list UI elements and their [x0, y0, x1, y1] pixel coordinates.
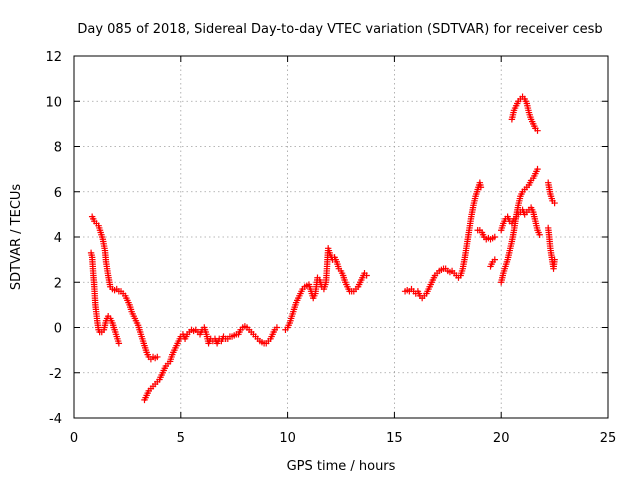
data-point [534, 127, 541, 134]
grid-layer [74, 56, 608, 418]
data-point [363, 272, 370, 279]
x-tick-label: 0 [70, 431, 78, 446]
y-tick-label: 10 [45, 95, 62, 110]
y-tick-label: 6 [54, 186, 62, 201]
x-tick-label: 5 [177, 431, 185, 446]
data-point [154, 353, 161, 361]
plot-frame [73, 55, 609, 419]
data-point [551, 199, 558, 207]
data-point [491, 233, 498, 241]
y-tick-label: 12 [45, 50, 62, 65]
x-tick-label: 25 [600, 431, 617, 446]
data-point [115, 340, 123, 347]
chart-title: Day 085 of 2018, Sidereal Day-to-day VTE… [77, 22, 602, 37]
data-point [551, 256, 558, 263]
y-axis-title: SDTVAR / TECUs [9, 184, 24, 291]
data-point [534, 165, 541, 173]
y-tick-label: -4 [49, 412, 62, 427]
x-tick-label: 10 [279, 431, 296, 446]
data-point [491, 256, 498, 263]
tick-layer: 0 5 10 15 20 25 -4 -2 0 2 4 6 8 10 12 [45, 50, 616, 446]
x-tick-label: 15 [386, 431, 403, 446]
y-tick-label: 2 [54, 276, 62, 291]
y-tick-label: -2 [49, 367, 62, 382]
data-point [477, 184, 485, 191]
x-tick-label: 20 [493, 431, 510, 446]
y-tick-label: 8 [54, 141, 62, 156]
y-tick-label: 0 [54, 322, 62, 337]
data-point [536, 231, 543, 238]
data-point [273, 324, 281, 331]
x-axis-title: GPS time / hours [287, 459, 396, 474]
y-tick-label: 4 [54, 231, 62, 246]
data-layer [87, 93, 558, 404]
